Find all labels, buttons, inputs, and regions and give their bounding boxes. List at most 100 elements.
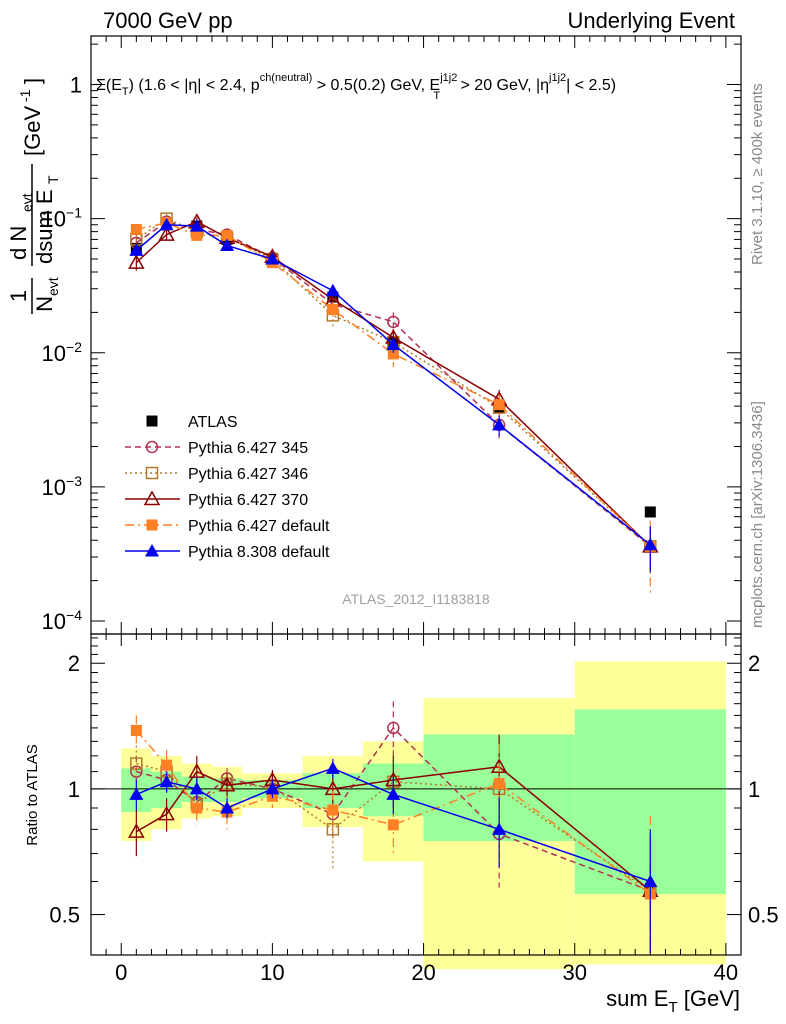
main-y-label: 1 N evt d N evt dsum E T [GeV -1 ]	[6, 78, 61, 314]
legend-marker-p8def	[145, 544, 159, 557]
ylabel-dn: d N	[6, 226, 31, 260]
ratio-point-p370-3	[218, 776, 236, 792]
y-tick-label-main-0: 1	[70, 73, 82, 98]
y-tick-exponent: −1	[66, 205, 82, 221]
legend-marker-p6def	[146, 519, 158, 531]
main-point-p6def-0	[130, 223, 142, 235]
legend-label-atlas: ATLAS	[188, 414, 238, 431]
ratio-point-p6def-1	[161, 759, 173, 771]
x-tick-label-40: 40	[714, 960, 738, 985]
ratio-point-p8def-8	[643, 874, 658, 887]
legend-label-p345: Pythia 6.427 345	[188, 440, 308, 457]
y-tick-base: 10	[42, 609, 66, 634]
ratio-point-p8def-2	[189, 781, 204, 795]
main-point-p6def-5	[327, 304, 339, 316]
ratio-point-p6def-0	[130, 725, 142, 737]
y-tick-label-main-2: 10−2	[42, 339, 83, 366]
y-tick-base: 10	[42, 475, 66, 500]
x-tick-label-10: 10	[260, 960, 284, 985]
ratio-point-p6def-7	[493, 778, 505, 790]
title-eta-sup: j1j2	[548, 72, 566, 84]
main-point-p370-0	[128, 254, 145, 269]
y-tick-exponent: −4	[66, 607, 82, 623]
title-cut: > 0.5(0.2) GeV, E	[312, 77, 440, 94]
x-tick-label-20: 20	[411, 960, 435, 985]
y-tick-exponent: −2	[66, 339, 82, 355]
ratio-point-p8def-3	[220, 800, 235, 814]
title-sigma: Σ(E	[96, 77, 122, 94]
ratio-point-p6def-5	[327, 804, 339, 816]
ratio-point-p8def-4	[265, 781, 280, 795]
main-point-p8def-5	[325, 283, 340, 297]
main-point-p6def-6	[387, 348, 399, 360]
ratio-point-p8def-6	[386, 787, 401, 800]
ratio-plot-frame	[90, 633, 742, 956]
ylabel-close: ]	[20, 78, 45, 84]
main-point-p8def-3	[220, 238, 235, 252]
rivet-label: Rivet 3.1.10, ≥ 400k events	[749, 83, 766, 265]
ratio-point-p346-0	[130, 757, 143, 770]
ratio-point-p345-6	[387, 721, 400, 735]
legend-marker-p346	[145, 466, 159, 480]
main-point-p8def-0	[129, 243, 144, 256]
ratio-point-p370-0	[128, 823, 145, 838]
xlabel-unit: [GeV]	[678, 986, 740, 1011]
main-point-p8def-2	[189, 219, 204, 232]
header-left: 7000 GeV pp	[103, 8, 233, 33]
y-tick-label-ratio-left-1: 1	[68, 777, 80, 802]
ylabel-one: 1	[6, 290, 31, 302]
title-end: | < 2.5)	[566, 77, 616, 94]
title-jetcut: > 20 GeV, |η	[456, 77, 549, 94]
analysis-watermark: ATLAS_2012_I1183818	[342, 591, 490, 607]
main-point-p6def-2	[191, 229, 203, 241]
ratio-point-p8def-0	[129, 787, 144, 800]
main-point-p6def-7	[493, 399, 505, 411]
ylabel-n-evt: evt	[45, 277, 61, 296]
xlabel-main: sum E	[606, 986, 668, 1011]
ratio-line-p346	[136, 762, 651, 892]
title-et-sup: j1j2	[439, 72, 457, 84]
legend-label-p8def: Pythia 8.308 default	[188, 544, 330, 561]
ylabel-unit: [GeV	[20, 106, 45, 156]
main-point-p8def-6	[386, 337, 401, 351]
title-pt-sup: ch(neutral)	[260, 72, 313, 84]
main-point-p8def-8	[643, 537, 658, 551]
legend-marker-p370	[143, 490, 161, 506]
header-right: Underlying Event	[567, 8, 735, 33]
legend-label-p370: Pythia 6.427 370	[188, 492, 308, 509]
ratio-point-p370-7	[490, 758, 508, 773]
xlabel-sub: T	[668, 999, 677, 1016]
y-tick-label-main-3: 10−3	[42, 473, 83, 500]
title-eta: ) (1.6 < |η| < 2.4, p	[129, 77, 260, 94]
ratio-point-p370-1	[158, 805, 175, 821]
y-tick-base: 10	[42, 341, 66, 366]
ratio-point-p8def-1	[159, 774, 174, 788]
ratio-point-p370-2	[188, 763, 206, 778]
legend-label-p6def: Pythia 6.427 default	[188, 518, 330, 535]
ylabel-dsum: dsum E	[32, 189, 57, 264]
y-tick-label-main-1: 10−1	[42, 205, 83, 232]
legend-marker-atlas	[146, 415, 158, 427]
legend-marker-p345	[145, 440, 159, 454]
ylabel-n: N	[32, 296, 57, 312]
x-tick-label-30: 30	[562, 960, 586, 985]
ratio-point-p8def-7	[492, 822, 507, 835]
x-axis-label: sum ET [GeV]	[606, 986, 740, 1016]
y-tick-label-ratio-right-1: 1	[748, 777, 760, 802]
main-point-p6def-3	[221, 229, 233, 241]
ylabel-unit-inv: -1	[17, 89, 33, 102]
main-point-p345-6	[387, 315, 400, 329]
main-point-p370-1	[158, 226, 175, 241]
ylabel-dn-evt: evt	[19, 193, 35, 212]
chart-title: Σ(ET) (1.6 < |η| < 2.4, pch(neutral) > 0…	[96, 72, 616, 102]
y-tick-label-ratio-left-0: 0.5	[49, 903, 80, 928]
y-tick-label-ratio-left-2: 2	[68, 651, 80, 676]
main-point-atlas-8	[644, 506, 656, 518]
title-t-sub: T	[122, 86, 129, 98]
y-tick-base: 10	[42, 207, 66, 232]
y-tick-exponent: −3	[66, 473, 82, 489]
ylabel-dsum-t: T	[45, 175, 61, 184]
y-tick-label-main-4: 10−4	[42, 607, 83, 634]
title-et-sub: T	[433, 90, 440, 102]
